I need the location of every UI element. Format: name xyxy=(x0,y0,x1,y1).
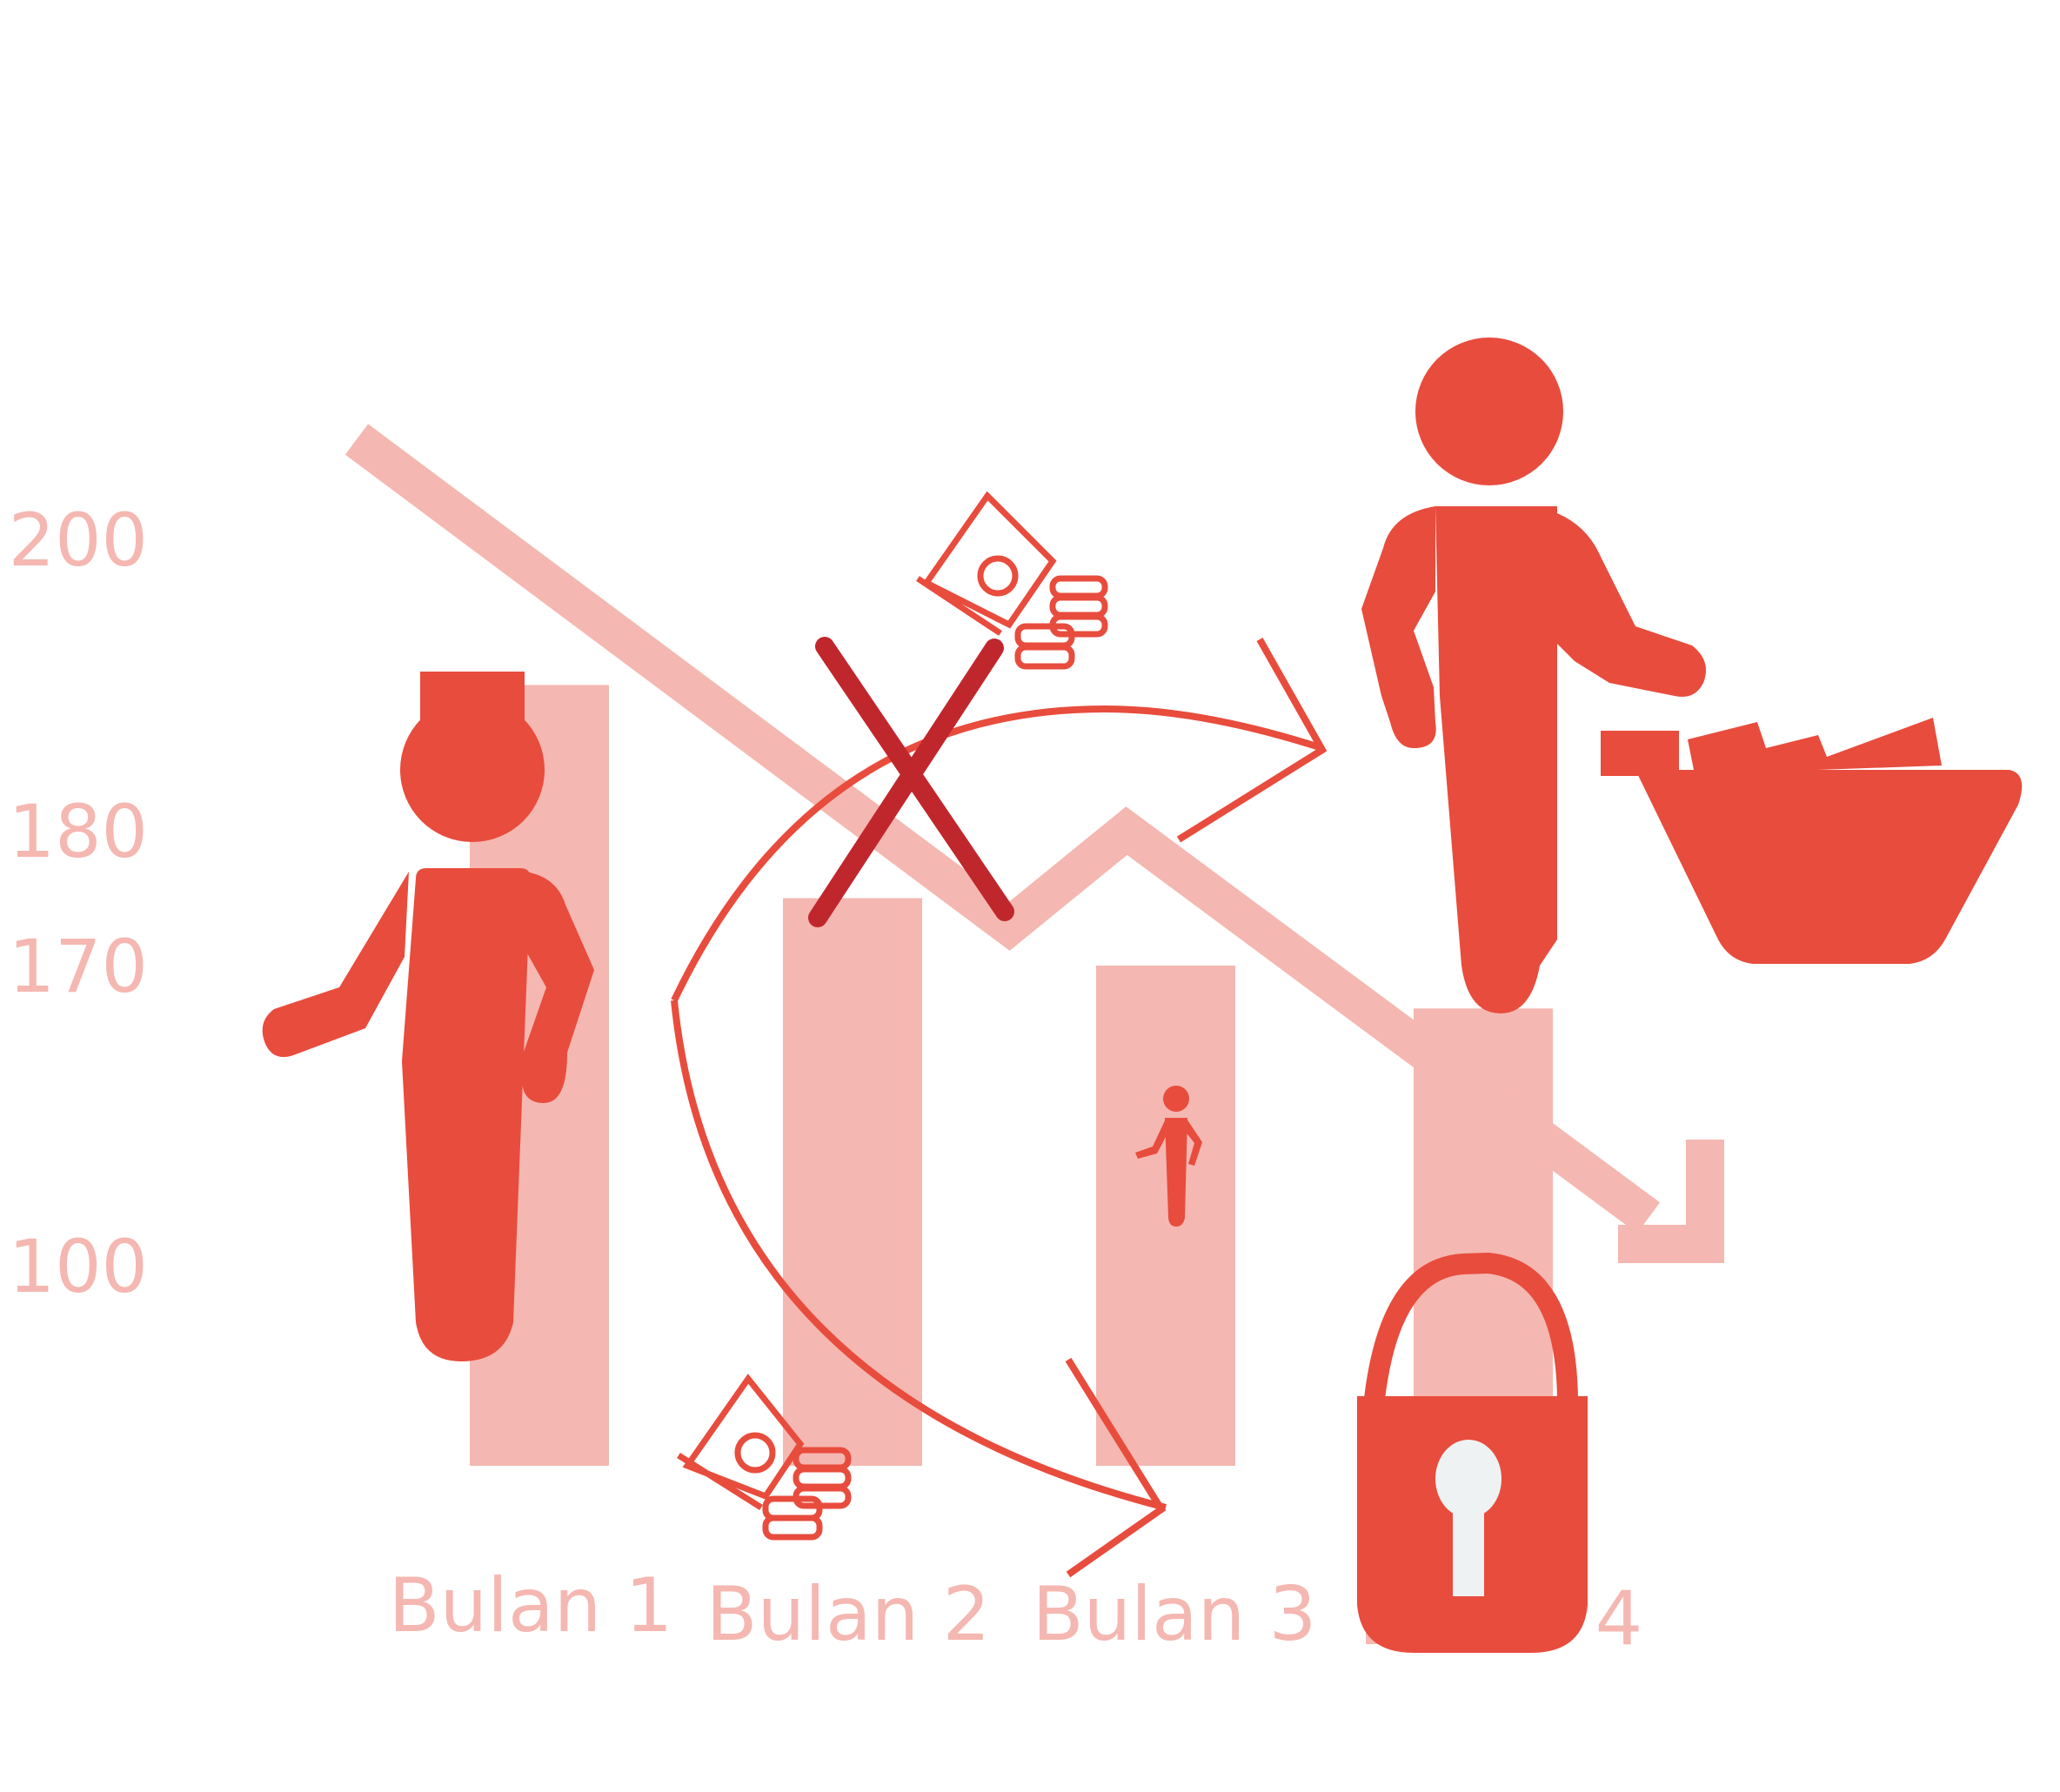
x-tick-label: Bulan 3 xyxy=(1033,1571,1317,1658)
down-trend-arrow-icon xyxy=(344,424,1661,1234)
money-icon xyxy=(916,491,1108,670)
cycle-arrow-icon xyxy=(671,638,1328,1578)
y-axis: 200 180 170 100 xyxy=(9,498,148,1309)
bar-bulan-2 xyxy=(783,898,922,1466)
y-tick-label: 170 xyxy=(9,924,148,1009)
y-tick-label: 200 xyxy=(9,498,148,583)
small-person-icon xyxy=(1135,1086,1202,1227)
cross-icon xyxy=(808,637,1014,927)
down-trend-arrowhead xyxy=(1618,1140,1724,1263)
x-tick-label: Bulan 2 xyxy=(706,1571,991,1658)
bar-bulan-3 xyxy=(1096,966,1235,1466)
keyhole xyxy=(1435,1440,1502,1596)
y-tick-label: 180 xyxy=(9,789,148,874)
person-with-basket-icon xyxy=(1361,338,2023,1013)
money-icon xyxy=(677,1374,852,1541)
padlock-icon xyxy=(1357,1252,1588,1653)
x-tick-label: Bulan 1 xyxy=(389,1562,673,1649)
y-tick-label: 100 xyxy=(9,1224,148,1309)
person-icon xyxy=(262,672,594,1361)
